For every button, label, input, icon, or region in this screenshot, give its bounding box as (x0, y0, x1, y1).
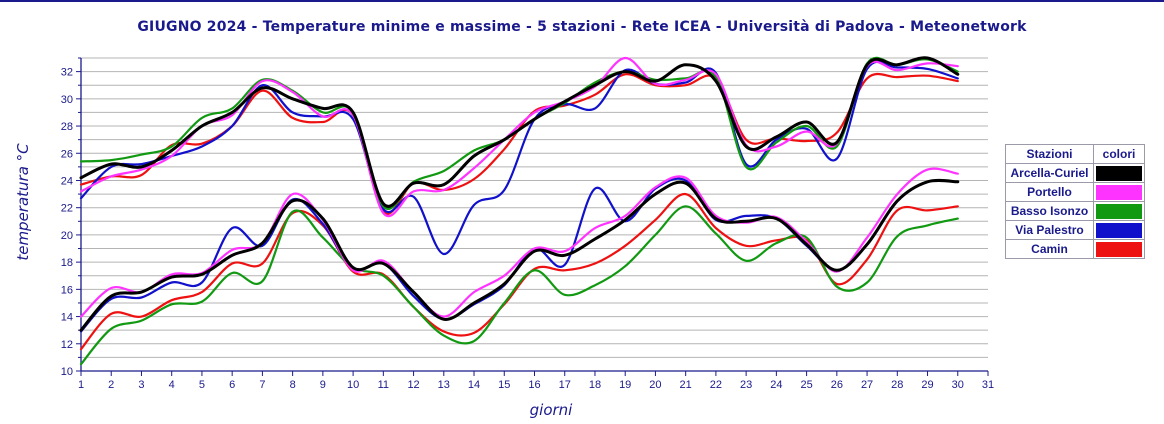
series-line-max (79, 60, 959, 256)
legend-header: Stazioni colori (1005, 144, 1145, 164)
y-axis-ticks: 10 12 14 16 18 20 22 24 26 28 30 32 (61, 57, 81, 378)
x-tick-label: 28 (891, 379, 903, 391)
y-tick-label: 28 (61, 121, 73, 133)
y-tick-label: 22 (61, 203, 73, 215)
x-tick-label: 27 (861, 379, 873, 391)
legend-row: Portello (1005, 182, 1145, 202)
y-axis-label: temperatura °C (14, 143, 32, 261)
x-tick-label: 11 (378, 379, 389, 391)
x-tick-label: 21 (680, 379, 692, 391)
legend-row: Via Palestro (1005, 220, 1145, 240)
legend-swatch (1096, 184, 1142, 200)
x-tick-label: 30 (952, 379, 964, 391)
x-tick-label: 2 (108, 379, 114, 391)
x-tick-label: 3 (138, 379, 144, 391)
legend-label: Arcella-Curiel (1005, 163, 1094, 183)
x-axis-ticks: 1 2 3 4 5 6 7 8 9 10 11 12 13 14 15 16 17 18 19 20 21 22 23 24 2… (78, 371, 994, 391)
series-line-min (79, 167, 959, 318)
x-tick-label: 26 (831, 379, 843, 391)
series-line-min (79, 178, 960, 332)
x-tick-label: 4 (169, 379, 175, 391)
x-tick-label: 24 (770, 379, 782, 391)
x-tick-label: 25 (800, 379, 812, 391)
x-tick-label: 22 (710, 379, 722, 391)
x-tick-label: 5 (199, 379, 205, 391)
grid-lines (81, 57, 988, 358)
legend-title-colors: colori (1093, 144, 1145, 164)
x-tick-label: 13 (438, 379, 450, 391)
legend-label: Basso Isonzo (1005, 201, 1094, 221)
y-tick-label: 14 (61, 312, 73, 324)
x-tick-label: 1 (78, 379, 84, 391)
y-tick-label: 10 (61, 366, 73, 378)
legend-label: Portello (1005, 182, 1094, 202)
y-tick-label: 20 (61, 230, 73, 242)
series-line-min (79, 205, 959, 366)
legend-swatch (1096, 203, 1142, 219)
x-tick-label: 29 (921, 379, 933, 391)
x-tick-label: 9 (320, 379, 326, 391)
chart-title: GIUGNO 2024 - Temperature minime e massi… (137, 19, 1027, 35)
legend-swatch (1096, 241, 1142, 257)
x-tick-label: 19 (619, 379, 631, 391)
series-line-max (79, 56, 959, 218)
x-tick-label: 20 (649, 379, 661, 391)
x-tick-label: 15 (498, 379, 510, 391)
legend-swatch (1096, 222, 1142, 238)
x-tick-label: 14 (468, 379, 480, 391)
x-tick-label: 31 (982, 379, 994, 391)
legend-label: Camin (1005, 239, 1094, 259)
series-line-max (79, 56, 960, 208)
series-line-max (79, 56, 959, 210)
y-tick-label: 26 (61, 148, 73, 160)
y-tick-label: 18 (61, 257, 73, 269)
legend-label: Via Palestro (1005, 220, 1094, 240)
legend-row: Arcella-Curiel (1005, 163, 1145, 183)
x-tick-label: 10 (347, 379, 359, 391)
series-lines (79, 56, 960, 366)
y-tick-label: 30 (61, 94, 73, 106)
x-tick-label: 16 (528, 379, 540, 391)
legend-row: Basso Isonzo (1005, 201, 1145, 221)
y-tick-label: 24 (61, 175, 73, 187)
x-tick-label: 23 (740, 379, 752, 391)
x-tick-label: 17 (559, 379, 571, 391)
legend-swatch (1096, 165, 1142, 181)
x-tick-label: 6 (229, 379, 235, 391)
y-tick-label: 32 (61, 67, 73, 79)
x-axis-label: giorni (529, 401, 573, 419)
legend: Stazioni colori Arcella-Curiel Portello … (1005, 144, 1145, 259)
x-tick-label: 12 (407, 379, 419, 391)
legend-row: Camin (1005, 239, 1145, 259)
y-tick-label: 12 (61, 339, 73, 351)
legend-title-stations: Stazioni (1005, 144, 1094, 164)
top-border-line (0, 0, 1164, 2)
x-tick-label: 8 (290, 379, 296, 391)
x-tick-label: 7 (259, 379, 265, 391)
series-line-min (79, 177, 959, 333)
y-tick-label: 16 (61, 284, 73, 296)
x-tick-label: 18 (589, 379, 601, 391)
